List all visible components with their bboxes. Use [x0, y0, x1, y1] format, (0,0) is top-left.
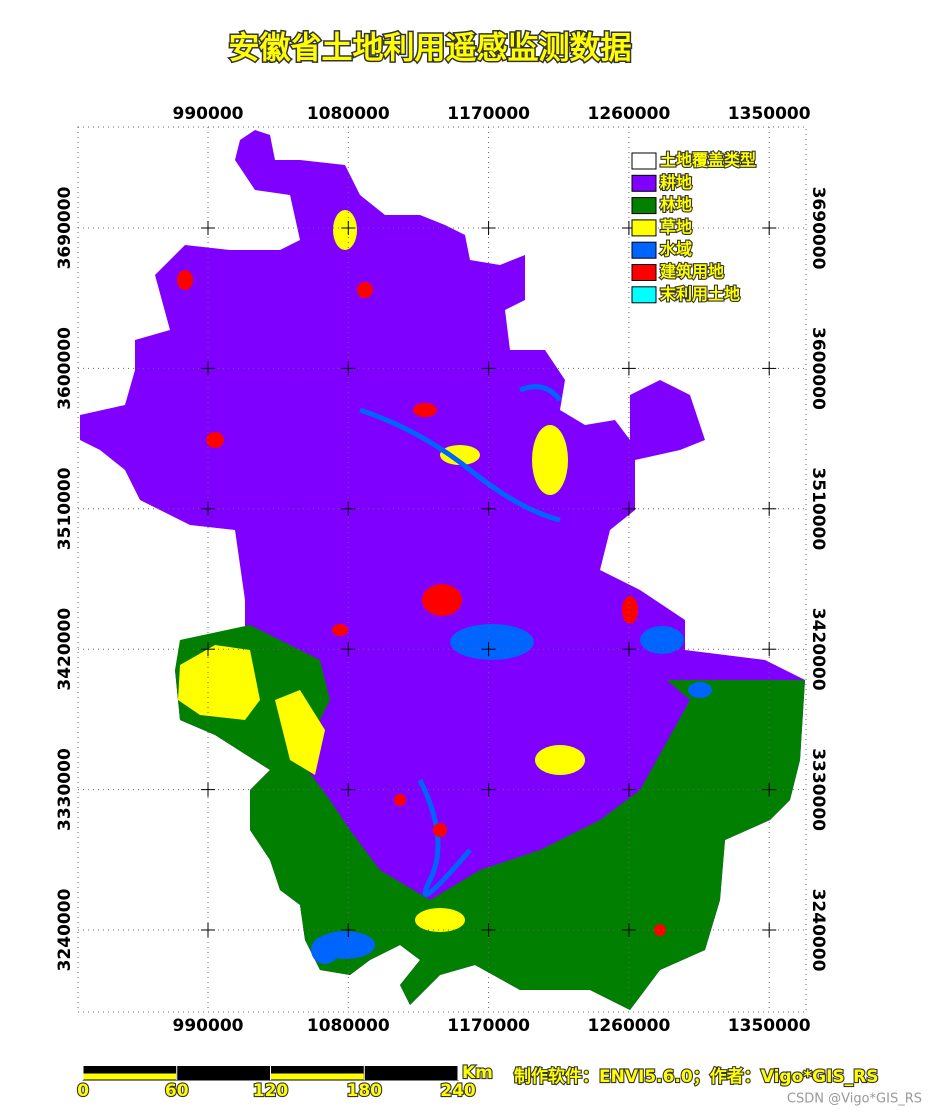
scale-segment — [83, 1066, 177, 1073]
grassland-patch — [532, 425, 568, 495]
legend-swatch — [631, 219, 657, 237]
scale-label: 240 — [440, 1081, 476, 1101]
legend-swatch — [631, 286, 657, 304]
x-tick-label-bottom: 1350000 — [728, 1016, 811, 1036]
graticule: 990000 990000 1080000 1080000 1170000 1170000… — [55, 104, 828, 1036]
scale-label: 180 — [347, 1081, 383, 1101]
x-tick-label-bottom: 1260000 — [587, 1016, 670, 1036]
x-tick-label-top: 1170000 — [447, 104, 530, 124]
water-body — [640, 626, 684, 654]
y-tick-label-left: 3600000 — [55, 327, 75, 410]
water-body — [688, 682, 712, 698]
grassland-patch — [440, 445, 480, 465]
y-tick-label-left: 3690000 — [55, 186, 75, 269]
y-tick-label-right: 3510000 — [808, 467, 828, 550]
river — [417, 778, 472, 898]
watermark: CSDN @Vigo*GIS_RS — [787, 1092, 922, 1107]
x-tick-label-bottom: 990000 — [173, 1016, 244, 1036]
x-tick-label-top: 1260000 — [587, 104, 670, 124]
water-body — [450, 624, 534, 660]
y-tick-label-left: 3420000 — [55, 608, 75, 691]
legend-swatch — [631, 264, 657, 281]
built-up — [177, 270, 193, 290]
scale-unit: Km — [462, 1063, 493, 1083]
cropland-central-south — [300, 640, 690, 900]
legend-label: 草地 — [660, 217, 692, 236]
scale-segment — [176, 1072, 271, 1081]
water-body — [311, 936, 339, 964]
built-up — [433, 823, 447, 837]
x-tick-label-bottom: 1170000 — [447, 1016, 530, 1036]
built-up — [332, 624, 348, 636]
grassland-patch — [415, 908, 465, 932]
scale-label: 60 — [165, 1081, 189, 1101]
x-tick-label-top: 1080000 — [307, 104, 390, 124]
y-tick-label-right: 3600000 — [808, 327, 828, 410]
grassland-patch — [275, 690, 325, 775]
scale-segment — [270, 1072, 365, 1081]
land-cover — [80, 130, 805, 1010]
legend-label: 建筑用地 — [660, 262, 724, 281]
legend-swatch — [631, 197, 657, 215]
river — [519, 384, 562, 402]
legend-label: 耕地 — [660, 173, 692, 192]
scale-segment — [363, 1072, 459, 1081]
built-up — [394, 794, 406, 806]
legend-label: 水域 — [660, 240, 692, 259]
y-tick-label-right: 3240000 — [808, 889, 828, 972]
scale-segment — [270, 1066, 365, 1073]
legend-label: 末利用土地 — [660, 284, 740, 303]
map-frame — [77, 126, 807, 1013]
x-tick-label-top: 1350000 — [728, 104, 811, 124]
grassland-patch — [178, 645, 260, 720]
y-tick-label-right: 3330000 — [808, 748, 828, 831]
y-tick-label-left: 3240000 — [55, 888, 75, 971]
y-tick-label-right: 3420000 — [808, 608, 828, 691]
x-tick-label-top: 990000 — [173, 104, 244, 124]
built-up — [654, 924, 666, 936]
scale-segment — [364, 1066, 458, 1073]
built-up — [413, 403, 437, 417]
grassland-patch — [535, 745, 585, 775]
credits: 制作软件：ENVI5.6.0；作者：Vigo*GIS_RS — [514, 1066, 879, 1087]
y-tick-label-left: 3330000 — [55, 748, 75, 831]
y-tick-label-right: 3690000 — [808, 187, 828, 270]
legend-label: 林地 — [660, 195, 692, 214]
y-tick-label-left: 3510000 — [55, 467, 75, 550]
grassland-patch — [333, 210, 357, 250]
x-tick-label-bottom: 1080000 — [307, 1016, 390, 1036]
scale-segment — [82, 1072, 178, 1081]
legend-title: 土地覆盖类型 — [660, 151, 756, 170]
built-up — [422, 584, 462, 616]
scale-label: 120 — [253, 1081, 289, 1101]
scale-label: 0 — [77, 1081, 89, 1101]
river — [359, 407, 561, 523]
legend-swatch — [631, 241, 657, 259]
built-up — [357, 282, 373, 298]
legend-swatch — [631, 152, 657, 170]
scale-segment — [176, 1066, 271, 1073]
map-title: 安徽省土地利用遥感监测数据 — [229, 31, 632, 67]
built-up — [622, 596, 638, 624]
built-up — [206, 432, 224, 448]
legend-swatch — [631, 174, 657, 192]
